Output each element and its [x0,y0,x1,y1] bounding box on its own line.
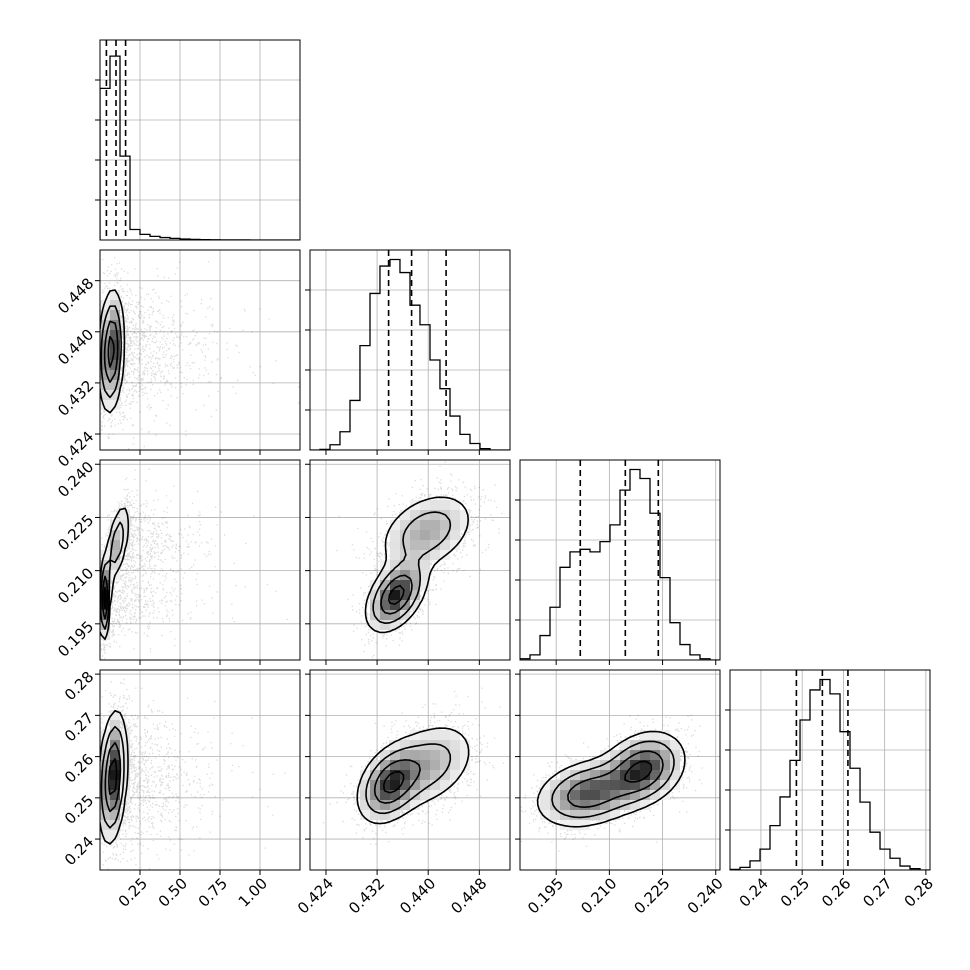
scatter-1-3-contour-3 [356,727,470,825]
xtick-label-p3-4: 0.28 [901,874,937,910]
scatter-1-3-contour-1 [373,759,421,804]
scatter-1-3-contour-2 [365,743,452,815]
ytick-label-p3-2: 0.26 [61,750,97,786]
xtick-label-p2-1: 0.210 [577,874,620,917]
scatter-1-2-contour-1 [380,574,413,615]
scatter-0-3-contour-0 [108,758,118,796]
scatter-2-3-contour-0 [624,760,653,783]
xtick-label-p3-0: 0.24 [736,874,772,910]
scatter-1-2-contour-0 [388,584,405,605]
scatter-2-3-frame [519,669,721,871]
scatter-1-3-points [322,687,504,845]
xtick-label-p2-3: 0.240 [684,874,727,917]
xtick-label-p0-1: 0.50 [155,874,191,910]
xtick-label-p1-2: 0.440 [396,874,439,917]
scatter-1-3-content [310,670,510,870]
scatter-0-2-contour-0 [103,586,107,610]
scatter-panel-0-1 [95,249,301,455]
xtick-label-p3-1: 0.25 [777,874,813,910]
ytick-label-p2-2: 0.225 [54,511,97,554]
scatter-0-2-contour-2 [100,521,124,630]
scatter-0-1-content [100,250,300,450]
xtick-label-p1-3: 0.448 [447,874,490,917]
scatter-2-3-contour-3 [536,730,686,828]
hist-2-steps [520,468,720,660]
scatter-2-3-contour-2 [551,740,675,819]
ytick-label-p2-1: 0.210 [54,564,97,607]
scatter-panel-1-2 [305,459,511,665]
scatter-0-1-contour-1 [103,320,119,383]
ytick-label-p3-4: 0.28 [61,668,97,704]
histogram-panel-3 [725,669,931,871]
xtick-label-p1-1: 0.432 [345,874,388,917]
hist-0-frame [99,39,301,241]
scatter-panel-0-3 [95,669,301,875]
xtick-label-p2-0: 0.195 [524,874,567,917]
histogram-panel-1 [305,249,511,451]
xtick-label-p3-2: 0.26 [818,874,854,910]
scatter-0-2-contour-1 [101,575,109,620]
scatter-0-1-points [100,257,300,450]
scatter-2-3-contour-1 [567,750,664,808]
ytick-label-p1-1: 0.432 [54,377,97,420]
scatter-1-2-contour-3 [364,496,469,634]
hist-3-frame [729,669,931,871]
xtick-label-p3-3: 0.27 [859,874,895,910]
scatter-0-1-contour-0 [107,335,115,368]
scatter-0-3-contour-2 [100,725,125,829]
scatter-0-2-frame [99,459,301,661]
hist-0-steps [100,55,300,240]
scatter-0-2-content [100,460,300,660]
xtick-label-p0-2: 0.75 [195,874,231,910]
scatter-1-2-contour-2 [372,511,452,624]
hist-3-steps [730,678,930,870]
ytick-label-p3-0: 0.24 [61,833,97,869]
hist-2-frame [519,459,721,661]
ytick-label-p1-3: 0.448 [54,274,97,317]
scatter-1-2-content [310,460,510,660]
scatter-1-3-contour-0 [383,771,405,794]
xtick-label-p2-2: 0.225 [631,874,674,917]
histogram-panel-0 [95,39,301,241]
scatter-0-3-frame [99,669,301,871]
xtick-label-p0-3: 1.00 [235,874,271,910]
hist-1-frame [309,249,511,451]
ytick-label-p2-0: 0.195 [54,617,97,660]
scatter-panel-1-3 [305,669,511,875]
scatter-0-2-points [100,468,288,660]
xtick-label-p1-0: 0.424 [294,874,337,917]
scatter-panel-2-3 [515,669,721,875]
ytick-label-p3-3: 0.27 [61,709,97,745]
ytick-label-p3-1: 0.25 [61,791,97,827]
scatter-0-1-contour-2 [100,305,122,399]
hist-1-steps [310,258,510,450]
ytick-label-p1-2: 0.440 [54,325,97,368]
xtick-label-p0-0: 0.25 [115,874,151,910]
scatter-0-3-points [100,678,286,870]
scatter-1-2-frame [309,459,511,661]
scatter-0-3-contour-1 [104,742,122,813]
histogram-panel-2 [515,459,721,661]
scatter-0-3-content [100,670,300,870]
scatter-0-1-frame [99,249,301,451]
scatter-panel-0-2 [95,459,301,665]
scatter-0-2-contour-3 [100,507,130,640]
scatter-1-3-frame [309,669,511,871]
scatter-2-3-content [520,670,720,870]
